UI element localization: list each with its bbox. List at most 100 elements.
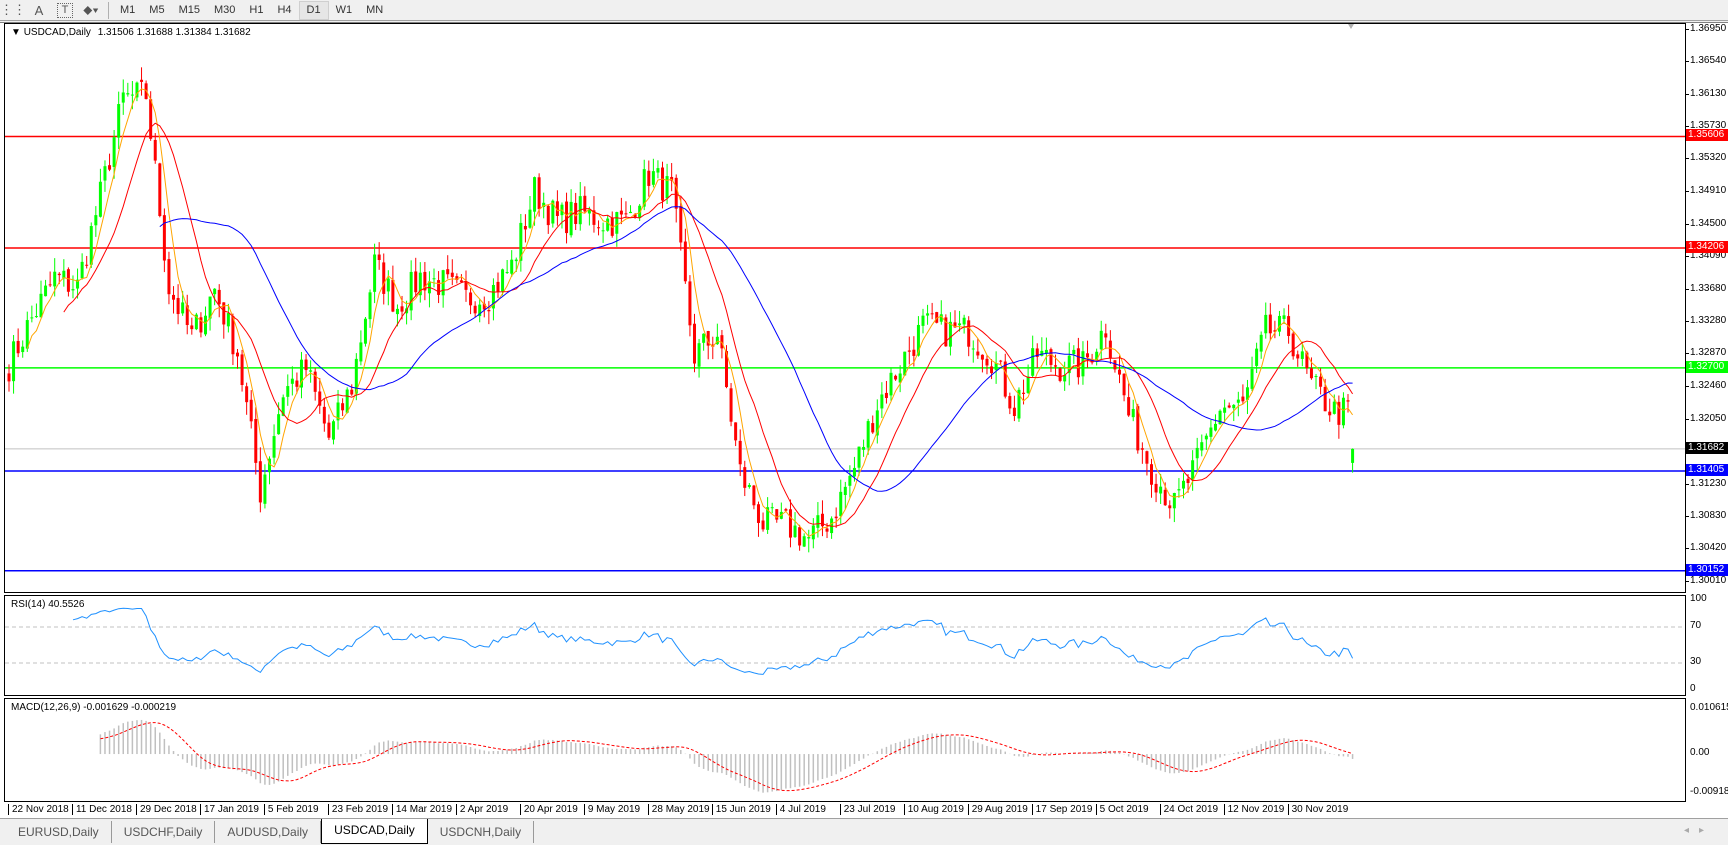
candle-body <box>788 509 792 538</box>
candle-body <box>674 177 678 209</box>
candle-body <box>574 202 578 224</box>
candle-body <box>1017 389 1021 419</box>
price-tick-label: 1.34090 <box>1690 250 1727 262</box>
candle-body <box>976 351 980 356</box>
timeframe-mn[interactable]: MN <box>366 4 384 16</box>
candle-body <box>898 373 902 383</box>
candle-body <box>217 289 221 305</box>
tab-audusd[interactable]: AUDUSD,Daily <box>215 821 322 843</box>
candle-body <box>318 391 322 406</box>
text-label-icon[interactable]: T <box>57 2 73 18</box>
candle-body <box>1076 348 1080 378</box>
candle-body <box>1095 351 1099 361</box>
level-price-tag: 1.34206 <box>1686 240 1728 253</box>
price-tick-mark <box>1686 515 1689 517</box>
candle-body <box>948 321 952 347</box>
price-chart <box>5 24 1685 572</box>
candle-body <box>354 358 358 394</box>
date-tick-label: 23 Feb 2019 <box>327 804 388 815</box>
candle-body <box>295 380 299 387</box>
tab-usdchf[interactable]: USDCHF,Daily <box>112 821 216 843</box>
candle-body <box>1049 349 1053 365</box>
main-price-pane[interactable]: ▼ USDCAD,Daily 1.31506 1.31688 1.31384 1… <box>4 23 1686 593</box>
ohlc-readout: 1.31506 1.31688 1.31384 1.31682 <box>97 27 251 38</box>
timeframe-m30[interactable]: M30 <box>213 4 236 16</box>
price-tick-mark <box>1686 483 1689 485</box>
candle-body <box>62 270 66 279</box>
candle-body <box>820 513 824 527</box>
candle-body <box>1026 376 1030 393</box>
candle-body <box>368 292 372 320</box>
candle-body <box>199 317 203 333</box>
timeframe-m5[interactable]: M5 <box>149 4 165 16</box>
date-tick-label: 2 Apr 2019 <box>455 804 508 815</box>
candle-body <box>862 446 866 450</box>
candle-body <box>958 323 962 326</box>
candle-body <box>884 392 888 399</box>
chart-window[interactable]: ▼ USDCAD,Daily 1.31506 1.31688 1.31384 1… <box>0 22 1728 818</box>
candle-body <box>514 259 518 262</box>
candle-body <box>263 474 267 504</box>
candle-body <box>363 318 367 344</box>
tab-scroll-arrows-icon[interactable]: ◂▸ <box>1683 825 1714 836</box>
candle-body <box>94 215 98 226</box>
candle-body <box>1264 314 1268 334</box>
candle-body <box>7 373 11 382</box>
timeframe-d1[interactable]: D1 <box>298 0 329 20</box>
candle-body <box>327 422 331 438</box>
date-tick-label: 4 Jul 2019 <box>775 804 826 815</box>
candle-body <box>848 475 852 486</box>
collapse-triangle-icon[interactable]: ▼ <box>11 27 21 38</box>
candle-body <box>1003 361 1007 397</box>
candle-body <box>76 279 80 289</box>
candle-body <box>126 93 130 95</box>
candle-body <box>711 344 715 347</box>
candle-body <box>1314 376 1318 378</box>
price-tick-mark <box>1686 223 1689 225</box>
candle-body <box>213 288 217 295</box>
candle-body <box>185 305 189 326</box>
rsi-pane[interactable]: RSI(14) 40.5526 <box>4 595 1686 696</box>
candle-body <box>1040 350 1044 356</box>
candle-body <box>1140 448 1144 450</box>
candle-body <box>962 317 966 325</box>
candle-body <box>825 528 829 532</box>
macd-tick-label: 0.010615 <box>1690 702 1728 713</box>
ma-slow-line <box>159 206 1353 492</box>
candle-body <box>1136 406 1140 451</box>
candle-body <box>281 397 285 416</box>
candle-body <box>1145 451 1149 464</box>
tab-usdcnh[interactable]: USDCNH,Daily <box>428 821 535 843</box>
text-icon[interactable]: A <box>34 2 44 18</box>
candle-body <box>971 348 975 350</box>
price-tick-label: 1.34500 <box>1690 217 1727 229</box>
candle-body <box>231 316 235 355</box>
candle-body <box>1268 314 1272 334</box>
timeframe-h1[interactable]: H1 <box>249 4 264 16</box>
period-separators-icon[interactable]: ⋮⋮ <box>0 2 26 17</box>
candle-body <box>350 389 354 395</box>
candle-body <box>1332 401 1336 414</box>
candle-body <box>30 317 34 319</box>
shapes-dropdown-icon[interactable]: ⬥▾ <box>83 2 99 17</box>
timeframe-w1[interactable]: W1 <box>335 4 353 16</box>
candle-body <box>236 352 239 357</box>
price-tick-mark <box>1686 581 1689 582</box>
tab-usdcad[interactable]: USDCAD,Daily <box>321 819 428 844</box>
timeframe-m15[interactable]: M15 <box>178 4 200 16</box>
candle-body <box>121 92 125 103</box>
tab-eurusd[interactable]: EURUSD,Daily <box>6 821 112 843</box>
candle-body <box>651 171 655 185</box>
candle-body <box>793 525 797 538</box>
candle-body <box>418 272 422 296</box>
candle-body <box>505 272 509 274</box>
level-price-tag: 1.31405 <box>1686 463 1728 476</box>
candle-body <box>916 324 920 356</box>
price-tick-mark <box>1686 158 1689 160</box>
date-tick-label: 17 Sep 2019 <box>1031 804 1092 815</box>
candle-body <box>1104 333 1108 338</box>
timeframe-h4[interactable]: H4 <box>277 4 292 16</box>
timeframe-m1[interactable]: M1 <box>120 4 136 16</box>
macd-pane[interactable]: MACD(12,26,9) -0.001629 -0.000219 <box>4 698 1686 802</box>
candle-body <box>1250 368 1254 389</box>
